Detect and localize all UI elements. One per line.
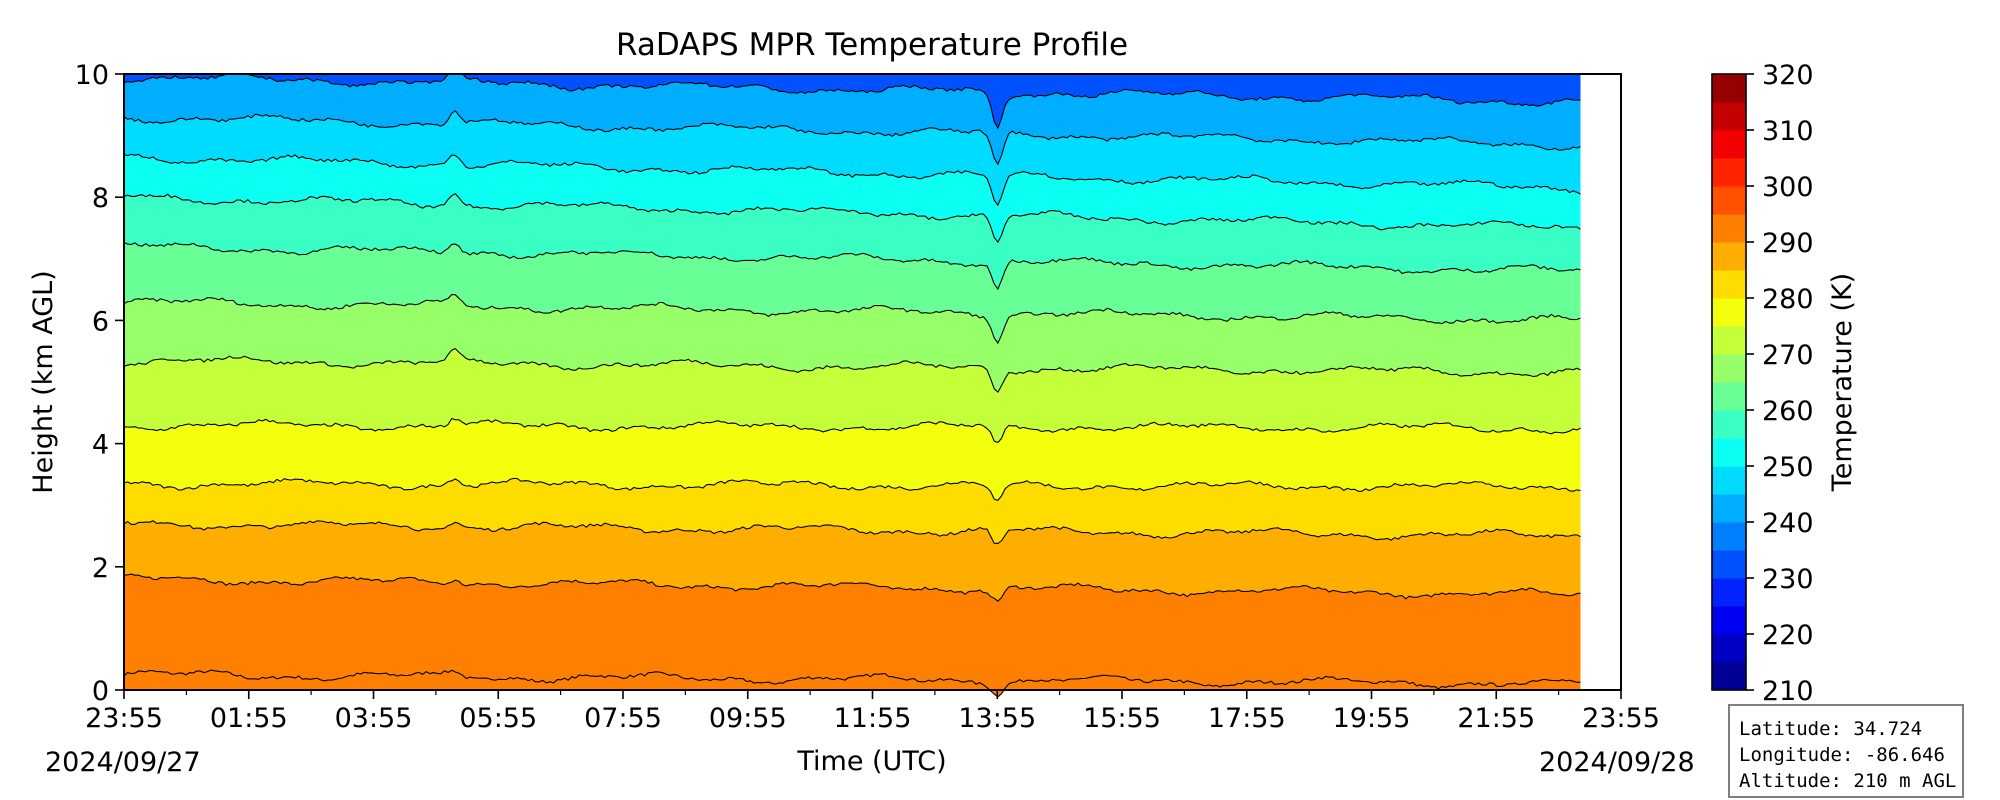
x-tick-label: 03:55 [335, 703, 413, 734]
colorbar-segment [1712, 662, 1746, 691]
colorbar-segment [1712, 158, 1746, 187]
contour-295k [123, 669, 1581, 698]
y-tick-label: 2 [92, 553, 109, 584]
station-info-box: Latitude: 34.724 Longitude: -86.646 Alti… [1728, 704, 1964, 798]
longitude-text: Longitude: -86.646 [1739, 744, 1945, 766]
colorbar-segment [1712, 270, 1746, 299]
start-date-label: 2024/09/27 [45, 747, 201, 778]
colorbar-segment [1712, 214, 1746, 243]
contour-255k [123, 193, 1581, 244]
band-top [124, 74, 1581, 128]
plot-area [124, 74, 1581, 697]
colorbar-tick-label: 270 [1762, 340, 1814, 371]
x-tick-label: 09:55 [709, 703, 787, 734]
colorbar-tick-label: 250 [1762, 452, 1814, 483]
colorbar-segment [1712, 578, 1746, 607]
colorbar-tick-label: 240 [1762, 508, 1814, 539]
contour-275k [123, 417, 1581, 444]
contour-290k [123, 573, 1581, 602]
colorbar: 320 310 300 290 280 270 260 250 240 230 220 210 [1711, 60, 1814, 707]
x-tick-label: 15:55 [1083, 703, 1161, 734]
colorbar-segment [1712, 74, 1746, 103]
y-tick-label: 4 [92, 430, 109, 461]
end-date-label: 2024/09/28 [1539, 747, 1695, 778]
colorbar-frame [1711, 73, 1747, 691]
y-tick-label: 8 [92, 183, 109, 214]
colorbar-segment [1712, 466, 1746, 495]
colorbar-segment [1712, 298, 1746, 327]
colorbar-label: Temperature (K) [1827, 273, 1858, 492]
contour-280k [123, 477, 1581, 502]
colorbar-segment [1712, 438, 1746, 467]
colorbar-tick-label: 210 [1762, 676, 1814, 707]
contour-250k [123, 153, 1581, 207]
x-tick-label: 13:55 [958, 703, 1036, 734]
contour-245k [123, 109, 1581, 166]
x-tick-label: 05:55 [459, 703, 537, 734]
x-tick-label: 23:55 [1582, 703, 1660, 734]
x-tick-label: 23:55 [85, 703, 163, 734]
x-tick-label: 19:55 [1333, 703, 1411, 734]
colorbar-segment [1712, 102, 1746, 131]
colorbar-tick-label: 290 [1762, 228, 1814, 259]
x-tick-label: 01:55 [210, 703, 288, 734]
colorbar-segment [1712, 494, 1746, 523]
x-tick-label: 21:55 [1457, 703, 1535, 734]
colorbar-tick-label: 300 [1762, 172, 1814, 203]
colorbar-tick-label: 260 [1762, 396, 1814, 427]
contour-240k [123, 73, 1581, 130]
chart-title: RaDAPS MPR Temperature Profile [616, 27, 1128, 63]
contour-lines [123, 73, 1581, 698]
colorbar-tick-label: 230 [1762, 564, 1814, 595]
colorbar-segment [1712, 130, 1746, 159]
y-tick-label: 6 [92, 306, 109, 337]
colorbar-segment [1712, 550, 1746, 579]
colorbar-tick-label: 310 [1762, 116, 1814, 147]
band-240 [124, 74, 1581, 165]
latitude-text: Latitude: 34.724 [1739, 718, 1923, 740]
colorbar-segment [1712, 382, 1746, 411]
y-tick-label: 0 [92, 676, 109, 707]
y-axis: 0 2 4 6 8 10 [75, 60, 124, 707]
colorbar-tick-label: 320 [1762, 60, 1814, 91]
x-tick-label: 07:55 [584, 703, 662, 734]
contour-265k [123, 294, 1581, 345]
colorbar-tick-label: 220 [1762, 620, 1814, 651]
colorbar-segment [1712, 522, 1746, 551]
y-axis-label: Height (km AGL) [28, 270, 59, 493]
colorbar-segment [1712, 354, 1746, 383]
contour-270k [123, 347, 1581, 393]
colorbar-segment [1712, 634, 1746, 663]
colorbar-segment [1712, 242, 1746, 271]
colorbar-segment [1712, 606, 1746, 635]
contour-260k [123, 241, 1581, 291]
colorbar-segment [1712, 326, 1746, 355]
x-axis-label: Time (UTC) [796, 746, 946, 777]
altitude-text: Altitude: 210 m AGL [1739, 770, 1957, 792]
x-tick-label: 17:55 [1208, 703, 1286, 734]
y-tick-label: 10 [75, 60, 109, 91]
colorbar-segment [1712, 186, 1746, 215]
x-axis: 23:55 01:55 03:55 05:55 07:55 09:55 11:55 13:55… [85, 690, 1660, 734]
colorbar-segment [1712, 410, 1746, 439]
x-tick-label: 11:55 [834, 703, 912, 734]
contour-285k [123, 520, 1581, 544]
colorbar-tick-label: 280 [1762, 284, 1814, 315]
